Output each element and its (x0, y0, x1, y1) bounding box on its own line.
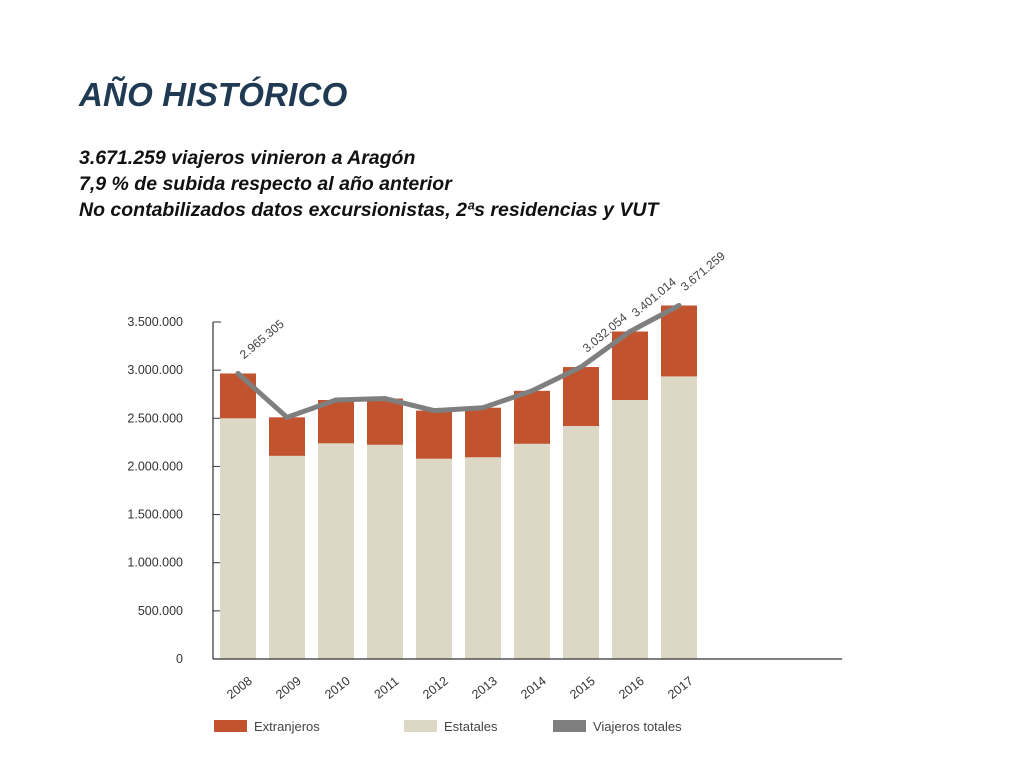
x-tick-label: 2016 (616, 674, 647, 702)
x-tick-label: 2012 (420, 674, 451, 702)
y-axis: 0 500.000 1.000.000 1.500.000 2.000.000 2.500… (127, 315, 221, 666)
line-point (431, 408, 437, 414)
bar-extranjeros (661, 305, 697, 377)
x-tick-label: 2010 (322, 674, 353, 702)
y-tick-label: 0 (176, 652, 183, 666)
bar-estatales (220, 418, 256, 659)
y-tick-label: 500.000 (138, 604, 183, 618)
y-tick-label: 3.000.000 (127, 363, 183, 377)
line-point (529, 388, 535, 394)
legend-label-estatales: Estatales (444, 719, 498, 734)
x-tick-label: 2015 (567, 674, 598, 702)
line-point (284, 414, 290, 420)
y-tick-label: 2.500.000 (127, 411, 183, 425)
line-point (578, 364, 584, 370)
subtitle-block: 3.671.259 viajeros vinieron a Aragón 7,9… (79, 145, 658, 223)
x-tick-label: 2017 (665, 674, 696, 702)
line-point (627, 329, 633, 335)
bar-estatales (514, 443, 550, 659)
bar-estatales (563, 425, 599, 659)
bar-estatales (269, 455, 305, 659)
page-title: AÑO HISTÓRICO (79, 76, 348, 113)
y-tick-label: 2.000.000 (127, 459, 183, 473)
bar-estatales (661, 376, 697, 659)
y-tick-label: 1.000.000 (127, 556, 183, 570)
bar-extranjeros (514, 390, 550, 444)
line-point (235, 370, 241, 376)
legend-swatch-estatales (404, 720, 437, 732)
bar-extranjeros (367, 398, 403, 445)
x-tick-label: 2011 (372, 674, 402, 702)
x-tick-label: 2013 (469, 674, 500, 702)
legend: Extranjeros Estatales Viajeros totales (214, 719, 682, 734)
legend-label-viajeros-totales: Viajeros totales (593, 719, 682, 734)
x-tick-label: 2008 (224, 674, 255, 702)
bar-estatales (318, 443, 354, 659)
line-point (333, 397, 339, 403)
bar-estatales (416, 458, 452, 659)
line-point (382, 396, 388, 402)
data-label-total: 3.671.259 (678, 249, 728, 294)
legend-swatch-viajeros-totales (553, 720, 586, 732)
x-tick-label: 2014 (518, 674, 549, 702)
bar-estatales (612, 399, 648, 659)
series-line-viajeros-totales (235, 303, 682, 420)
data-label-total: 2.965.305 (237, 317, 287, 362)
line-point (676, 303, 682, 309)
bar-extranjeros (563, 367, 599, 426)
x-tick-label: 2009 (273, 674, 304, 702)
x-axis: 2008 2009 2010 2011 2012 2013 2014 2015 2016 2017 (213, 658, 842, 702)
bar-estatales (367, 444, 403, 659)
legend-swatch-extranjeros (214, 720, 247, 732)
subtitle-line-growth: 7,9 % de subida respecto al año anterior (79, 173, 452, 195)
subtitle-line-travelers: 3.671.259 viajeros vinieron a Aragón (79, 147, 416, 169)
subtitle-line-note: No contabilizados datos excursionistas, … (79, 199, 659, 221)
bar-extranjeros (220, 373, 256, 419)
legend-label-extranjeros: Extranjeros (254, 719, 320, 734)
y-tick-label: 3.500.000 (127, 315, 183, 329)
bar-extranjeros (269, 417, 305, 456)
y-tick-label: 1.500.000 (127, 508, 183, 522)
bar-estatales (465, 457, 501, 659)
bar-extranjeros (465, 407, 501, 458)
bar-extranjeros (318, 399, 354, 444)
bar-extranjeros (416, 410, 452, 459)
line-point (480, 405, 486, 411)
bars-group (220, 305, 697, 659)
